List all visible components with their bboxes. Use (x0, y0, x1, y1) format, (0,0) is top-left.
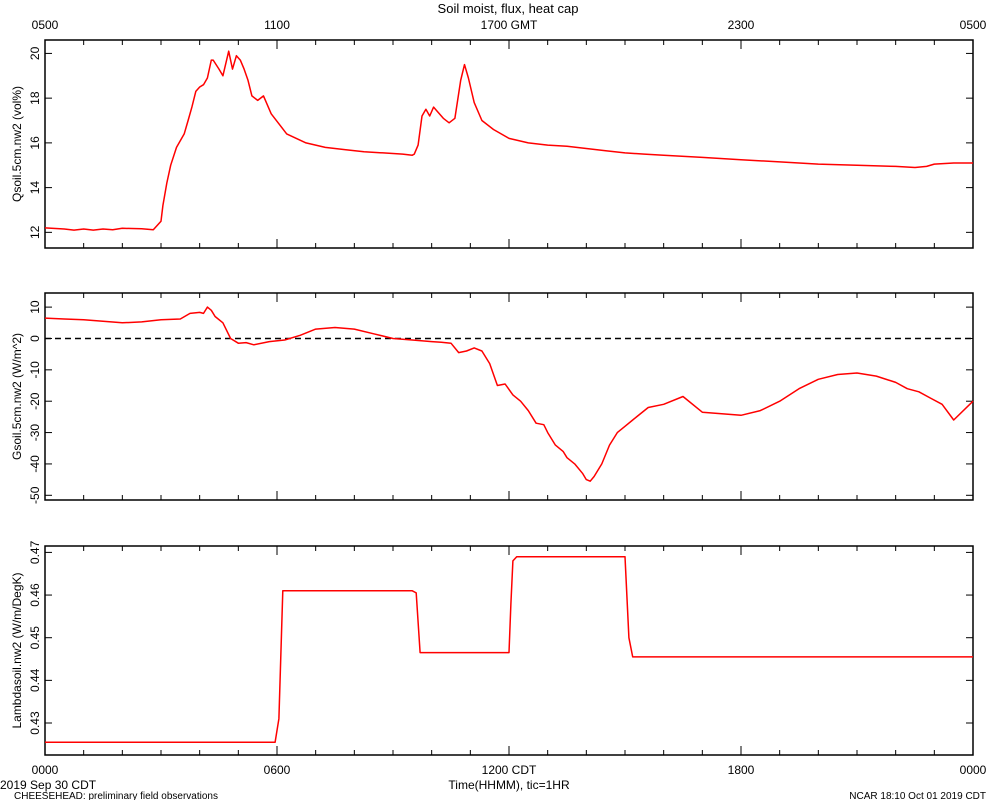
y-tick-label: 0.47 (28, 540, 42, 564)
y-tick-label: 0.44 (28, 668, 42, 692)
y-tick-label: 10 (28, 300, 42, 314)
soil-moisture-panel: 12 14 16 18 20 Qsoil.5cm.nw2 (vol%) (10, 39, 974, 249)
y-tick-label: 12 (28, 225, 42, 239)
bottom-tick-label: 0000 (960, 763, 987, 777)
top-tick-label: 0500 (960, 18, 987, 32)
y-tick-label: 0 (28, 335, 42, 342)
bottom-time-axis: 0000 0600 1200 CDT 1800 0000 (32, 763, 987, 777)
top-tick-label: 1700 GMT (481, 18, 538, 32)
footer-left: CHEESEHEAD: preliminary field observatio… (14, 791, 218, 800)
soil-heat-flux-panel: 10 0 -10 -20 -30 -40 -50 Gsoil.5cm.nw2 (W/m^2) (10, 292, 974, 504)
bottom-tick-label: 0000 (32, 763, 59, 777)
y-tick-label: -20 (28, 392, 42, 410)
bottom-tick-label: 0600 (264, 763, 291, 777)
y-tick-label: -10 (28, 361, 42, 379)
top-tick-label: 2300 (728, 18, 755, 32)
y-tick-label: -50 (28, 486, 42, 504)
top-time-axis: 0500 1100 1700 GMT 2300 0500 (32, 18, 987, 32)
y-tick-label: -40 (28, 455, 42, 473)
y-tick-label: 16 (28, 136, 42, 150)
data-series-line (44, 306, 974, 482)
top-tick-label: 1100 (264, 18, 290, 32)
footer-right: NCAR 18:10 Oct 01 2019 CDT (849, 791, 986, 800)
y-tick-label: 14 (28, 181, 42, 195)
thermal-conductivity-panel: 0.43 0.44 0.45 0.46 0.47 Lambdasoil.nw2 (W/m/… (10, 540, 974, 756)
top-tick-label: 0500 (32, 18, 59, 32)
bottom-tick-label: 1800 (728, 763, 755, 777)
data-series-line (44, 50, 973, 231)
y-axis-label: Qsoil.5cm.nw2 (vol%) (10, 86, 24, 202)
chart-title: Soil moist, flux, heat cap (438, 1, 579, 16)
data-series-line (45, 555, 973, 743)
y-tick-label: 0.45 (28, 626, 42, 650)
y-axis-label: Gsoil.5cm.nw2 (W/m^2) (10, 333, 24, 460)
y-tick-label: 0.46 (28, 583, 42, 607)
y-tick-label: -30 (28, 424, 42, 442)
y-tick-label: 20 (28, 46, 42, 60)
date-label: 2019 Sep 30 CDT (0, 778, 97, 792)
y-tick-label: 18 (28, 91, 42, 105)
bottom-tick-label: 1200 CDT (482, 763, 537, 777)
x-axis-label: Time(HHMM), tic=1HR (448, 778, 570, 792)
y-axis-label: Lambdasoil.nw2 (W/m/DegK) (10, 572, 24, 728)
y-tick-label: 0.43 (28, 711, 42, 735)
plot-frame (44, 39, 974, 249)
plot-frame (44, 292, 974, 501)
